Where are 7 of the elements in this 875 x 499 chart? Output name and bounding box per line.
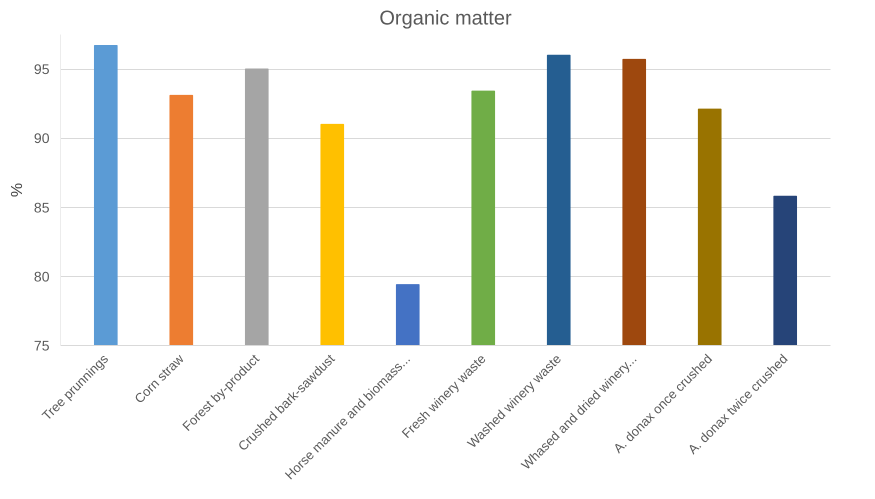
y-axis-title: % (8, 182, 26, 198)
y-tick-label: 90 (34, 130, 50, 146)
y-tick-label: 80 (34, 268, 50, 284)
y-tick-label: 75 (34, 338, 50, 354)
y-tick-label: 95 (34, 61, 50, 78)
y-tick-label: 85 (34, 199, 50, 216)
chart-title: Organic matter (379, 8, 512, 30)
